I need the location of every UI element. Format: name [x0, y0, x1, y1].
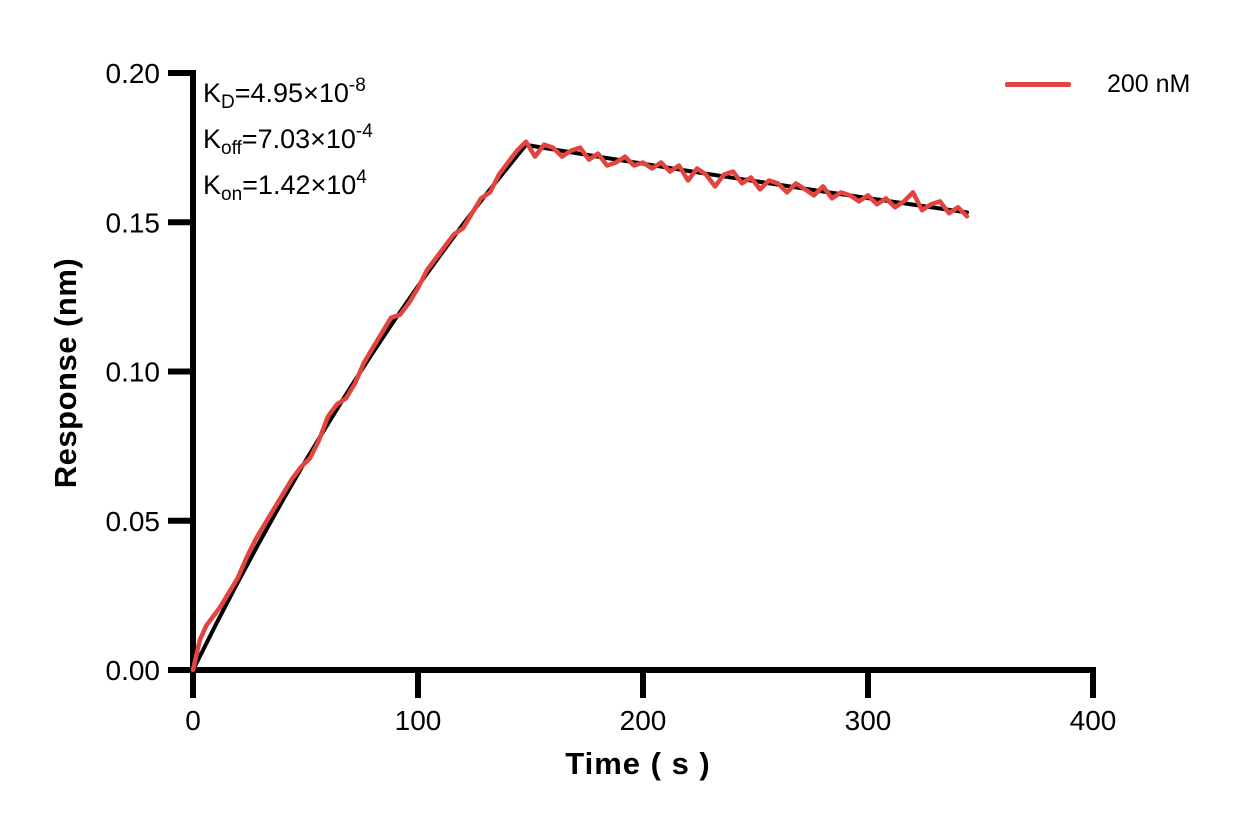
x-tick-label: 400 — [1070, 705, 1117, 736]
kinetic-constant-Kon: Kon=1.42×104 — [203, 167, 367, 205]
x-tick-label: 300 — [845, 705, 892, 736]
fit-line-curve — [191, 142, 969, 672]
legend-label: 200 nM — [1107, 69, 1191, 98]
kinetic-constant-KD: KD=4.95×10-8 — [203, 75, 366, 113]
x-axis-title: Time ( s ) — [565, 746, 711, 781]
y-tick-label: 0.10 — [106, 357, 161, 388]
y-tick-label: 0.20 — [106, 58, 161, 89]
legend-line-swatch — [1005, 81, 1071, 87]
legend: 200 nM — [1005, 70, 1190, 98]
y-tick-label: 0.00 — [106, 655, 161, 686]
y-tick-label: 0.05 — [106, 506, 161, 537]
x-tick-label: 100 — [395, 705, 442, 736]
observed-200nM-curve — [190, 139, 970, 673]
y-tick-label: 0.15 — [106, 207, 161, 238]
x-tick-label: 200 — [620, 705, 667, 736]
kinetic-constants-block: KD=4.95×10-8 Koff=7.03×10-4 Kon=1.42×104 — [203, 70, 373, 208]
kinetic-constant-Koff: Koff=7.03×10-4 — [203, 121, 373, 159]
x-tick-label: 0 — [185, 705, 201, 736]
y-axis-title: Response (nm) — [48, 257, 83, 489]
